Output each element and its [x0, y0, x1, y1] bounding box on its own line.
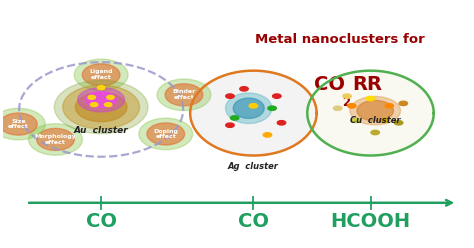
Circle shape — [347, 104, 356, 108]
Text: Ligand
effect: Ligand effect — [90, 69, 113, 80]
Circle shape — [343, 94, 351, 98]
Text: CO: CO — [314, 75, 345, 94]
Text: Ag  cluster: Ag cluster — [228, 162, 279, 171]
Ellipse shape — [78, 88, 125, 112]
Circle shape — [273, 94, 281, 98]
Ellipse shape — [350, 96, 401, 125]
Ellipse shape — [75, 92, 127, 122]
Ellipse shape — [36, 128, 74, 151]
Circle shape — [366, 96, 375, 101]
Text: Doping
effect: Doping effect — [153, 128, 178, 139]
Circle shape — [263, 133, 272, 137]
Circle shape — [226, 94, 234, 98]
Ellipse shape — [190, 71, 317, 155]
Ellipse shape — [82, 64, 120, 86]
Circle shape — [240, 87, 248, 91]
Circle shape — [334, 106, 342, 110]
Text: CO: CO — [238, 213, 269, 231]
Circle shape — [352, 118, 361, 123]
Circle shape — [268, 106, 276, 110]
Ellipse shape — [307, 71, 434, 155]
Ellipse shape — [157, 79, 211, 111]
Ellipse shape — [139, 118, 192, 150]
Circle shape — [371, 130, 379, 135]
Ellipse shape — [357, 100, 393, 121]
Text: RR: RR — [352, 75, 382, 94]
Text: Morphology
effect: Morphology effect — [35, 134, 76, 145]
Circle shape — [399, 101, 408, 106]
Text: Au  cluster: Au cluster — [74, 125, 128, 135]
Circle shape — [380, 118, 389, 123]
Ellipse shape — [165, 84, 203, 106]
Ellipse shape — [0, 113, 37, 135]
Circle shape — [230, 116, 239, 120]
Text: Cu  cluster: Cu cluster — [350, 116, 401, 125]
Text: Size
effect: Size effect — [8, 119, 29, 129]
Circle shape — [107, 95, 114, 99]
Ellipse shape — [74, 59, 128, 91]
Ellipse shape — [233, 98, 264, 119]
Ellipse shape — [226, 93, 272, 124]
Circle shape — [104, 103, 112, 107]
Circle shape — [385, 104, 393, 108]
Circle shape — [226, 123, 234, 127]
Ellipse shape — [147, 123, 184, 145]
Circle shape — [249, 104, 257, 108]
Circle shape — [97, 86, 105, 90]
Circle shape — [394, 121, 403, 125]
Circle shape — [91, 103, 98, 107]
Ellipse shape — [0, 108, 46, 140]
Ellipse shape — [55, 80, 148, 134]
Text: 2: 2 — [342, 96, 351, 109]
Text: CO: CO — [86, 213, 117, 231]
Ellipse shape — [28, 124, 82, 155]
Text: Binder
effect: Binder effect — [173, 90, 196, 100]
Circle shape — [88, 95, 96, 99]
Ellipse shape — [63, 85, 139, 129]
Ellipse shape — [86, 92, 117, 108]
Circle shape — [277, 121, 286, 125]
Text: HCOOH: HCOOH — [330, 213, 410, 231]
Text: Metal nanoclusters for: Metal nanoclusters for — [255, 33, 425, 46]
